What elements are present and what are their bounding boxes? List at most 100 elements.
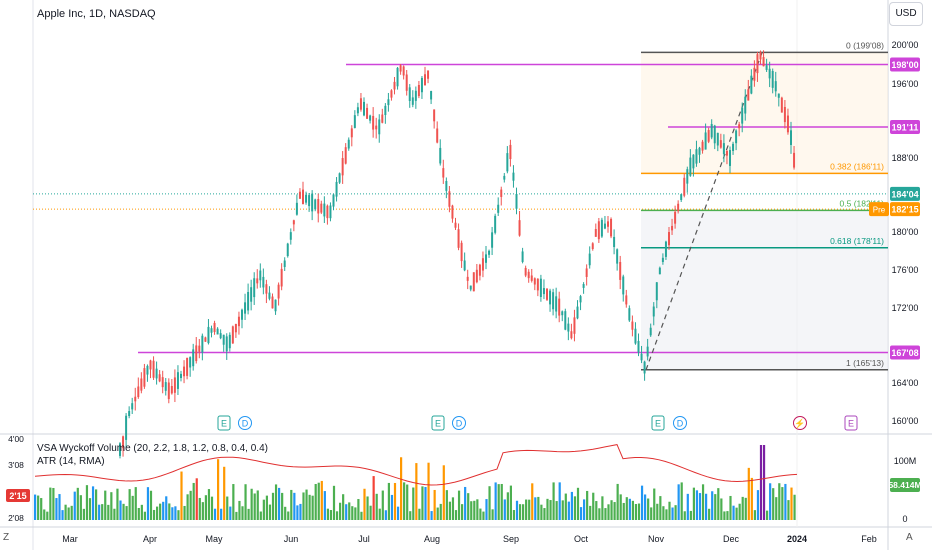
atr-indicator-label[interactable]: ATR (14, RMA) <box>37 456 105 467</box>
volume-bar <box>122 503 125 520</box>
volume-bar <box>698 493 702 520</box>
candle-body <box>298 191 301 199</box>
volume-bar <box>473 500 476 520</box>
candle-body <box>561 311 564 316</box>
candle-body <box>555 296 558 312</box>
candle-body <box>268 292 271 299</box>
volume-bar <box>378 508 381 520</box>
volume-bar <box>592 492 595 520</box>
fib-label: 0.5 (182'11) <box>840 198 885 208</box>
volume-bar <box>640 485 644 520</box>
event-marker-text: D <box>456 419 463 429</box>
fibonacci-retracement: 0 (199'08) 0.382 (186'11) 0.5 (182'11) 0.61… <box>641 40 888 371</box>
volume-bar <box>689 510 692 520</box>
candle-body <box>643 361 646 374</box>
time-label-jun: Jun <box>284 534 299 544</box>
candle-body <box>311 193 314 212</box>
candle-body <box>173 377 176 393</box>
volume-bar <box>159 503 162 520</box>
candle-body <box>427 70 430 79</box>
candle-body <box>262 276 265 288</box>
candle-body <box>689 157 692 176</box>
auto-scale-icon[interactable]: A <box>906 532 913 543</box>
currency-button[interactable]: USD <box>889 2 923 26</box>
candle-body <box>475 269 478 283</box>
event-marker-text: E <box>221 419 227 429</box>
candle-body <box>744 96 747 114</box>
volume-bar <box>518 504 522 520</box>
volume-bar <box>152 509 156 520</box>
volume-bar <box>162 501 165 520</box>
volume-bar <box>604 508 607 520</box>
candle-body <box>472 272 475 292</box>
volume-bar <box>43 509 46 520</box>
candle-body <box>738 124 741 129</box>
candle-body <box>295 202 298 215</box>
volume-bar <box>561 500 564 520</box>
volume-bar <box>637 503 641 520</box>
candle-body <box>692 154 695 169</box>
dividend-icon <box>673 416 687 430</box>
volume-bar <box>339 502 342 520</box>
zoom-corner-icon[interactable]: Z <box>3 532 10 543</box>
time-label-aug: Aug <box>424 534 440 544</box>
vsa-indicator-label[interactable]: VSA Wyckoff Volume (20, 2.2, 1.8, 1.2, 0… <box>37 443 268 454</box>
candle-body <box>347 139 350 149</box>
fib-zone-top <box>641 52 888 174</box>
time-label-mar: Mar <box>62 534 78 544</box>
volume-bar <box>165 496 168 520</box>
candle-body <box>234 323 237 333</box>
volume-bar <box>345 504 348 520</box>
candle-body <box>140 378 143 391</box>
volume-bar <box>58 494 61 520</box>
volume-bar <box>137 507 140 520</box>
candle-body <box>448 191 451 207</box>
volume-bar <box>412 487 415 520</box>
candle-body <box>582 284 585 288</box>
volume-bar <box>110 492 113 520</box>
volume-bar <box>607 504 610 520</box>
price-tick: 176'00 <box>892 265 919 275</box>
event-marker-text: D <box>242 419 249 429</box>
candle-body <box>695 149 698 164</box>
candle-body <box>634 328 637 344</box>
volume-bar <box>454 510 458 520</box>
candle-body <box>521 251 524 262</box>
candle-body <box>396 67 399 87</box>
price-axis: 200'00 196'00 188'00 180'00 176'00 172'00 164'… <box>869 40 920 426</box>
candle-body <box>180 373 182 379</box>
candle-body <box>274 299 277 312</box>
price-label: 191'11 <box>892 123 919 133</box>
candle-body <box>192 349 195 367</box>
volume-bar <box>549 500 552 520</box>
earnings-icon <box>844 415 858 431</box>
candle-body <box>607 221 609 227</box>
candle-body <box>356 107 359 114</box>
volume-bar <box>711 491 714 520</box>
candle-body <box>585 268 588 277</box>
volume-bar <box>91 486 95 520</box>
chart-title: Apple Inc, 1D, NASDAQ <box>37 8 156 20</box>
earnings-icon <box>651 415 665 431</box>
volume-bar <box>104 490 107 520</box>
candle-body <box>628 308 631 321</box>
volume-bar <box>625 497 628 520</box>
candle-body <box>576 306 579 319</box>
candle-body <box>308 195 311 207</box>
candle-body <box>552 292 555 310</box>
time-label-sep: Sep <box>503 534 519 544</box>
candle-body <box>176 372 179 389</box>
candle-body <box>119 443 121 456</box>
volume-bar <box>143 511 146 520</box>
volume-bar <box>140 504 143 520</box>
volume-bar <box>747 467 750 520</box>
candle-body <box>283 260 286 268</box>
candle-body <box>750 75 753 94</box>
volume-bar <box>125 506 128 520</box>
atr-line <box>34 444 798 486</box>
volume-bar <box>546 498 549 520</box>
volume-bar <box>314 483 317 520</box>
price-label: 182'15 <box>891 205 918 215</box>
candle-body <box>741 107 744 124</box>
